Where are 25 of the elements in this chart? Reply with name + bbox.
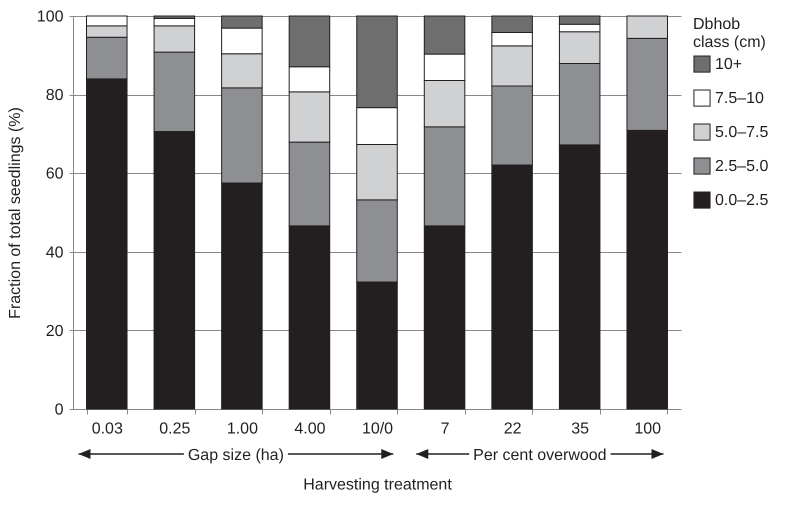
y-tick-label: 0	[54, 402, 64, 418]
x-tick-label: 4.00	[294, 420, 326, 438]
y-tick-label: 100	[36, 8, 64, 26]
x-tick-label: 100	[634, 420, 662, 438]
x-axis-title: Harvesting treatment	[303, 476, 452, 494]
x-tick-label: 1.00	[226, 420, 258, 438]
y-tick-label: 80	[46, 87, 64, 104]
y-tick-label: 40	[46, 244, 64, 262]
y-axis-title: Fraction of total seedlings (%)	[6, 107, 24, 319]
legend-label: 0.0–2.5	[715, 192, 768, 209]
legend-title: Dbhob class (cm)	[693, 16, 766, 51]
y-tick-label: 60	[46, 166, 64, 183]
x-tick-label: 35	[571, 420, 590, 438]
legend-label: 2.5–5.0	[715, 158, 768, 175]
legend-label: 7.5–10	[715, 90, 764, 107]
text: Gap size (ha)	[188, 447, 284, 464]
x-tick-label: 22	[504, 420, 522, 438]
legend-label: 10+	[715, 56, 742, 73]
y-tick-label: 20	[46, 322, 64, 340]
x-tick-label: 10/0	[362, 420, 394, 438]
x-tick-label: 0.03	[92, 420, 123, 438]
x-tick-label: 0.25	[159, 420, 191, 438]
x-tick-label: 7	[440, 420, 450, 438]
text: Per cent overwood	[473, 447, 607, 464]
legend-label: 5.0–7.5	[715, 124, 768, 141]
